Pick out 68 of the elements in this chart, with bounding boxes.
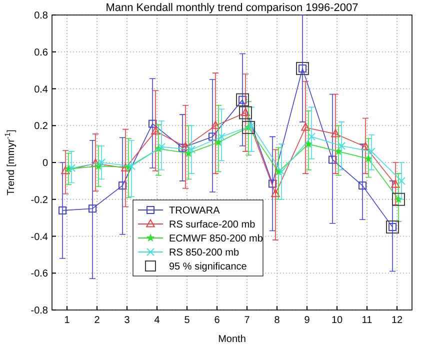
legend-label: RS surface-200 mb — [169, 220, 256, 230]
y-tick-label: -0.6 — [30, 268, 48, 280]
x-tick-label: 6 — [214, 315, 220, 326]
point — [218, 132, 226, 141]
point — [181, 142, 190, 150]
point — [391, 180, 400, 188]
point — [128, 162, 136, 170]
point — [98, 158, 106, 166]
x-axis-title: Month — [218, 334, 246, 345]
x-tick-label: 12 — [391, 315, 403, 326]
point — [188, 146, 196, 154]
point — [368, 147, 376, 156]
point — [121, 163, 130, 172]
point — [398, 176, 406, 185]
point — [68, 164, 76, 172]
point — [328, 156, 336, 164]
point — [392, 192, 405, 206]
point — [239, 106, 252, 120]
x-tick-label: 8 — [274, 315, 280, 326]
y-tick-label: 0.2 — [34, 121, 48, 132]
x-tick-label: 3 — [124, 315, 130, 326]
point — [242, 120, 255, 134]
point — [308, 132, 316, 141]
y-tick-label: 0.6 — [34, 47, 48, 58]
point — [358, 182, 366, 190]
point — [88, 204, 96, 213]
point — [338, 142, 346, 150]
point — [364, 154, 372, 162]
point — [334, 147, 342, 155]
y-tick-label: -0.4 — [30, 232, 48, 243]
legend-label: RS 850-200 mb — [169, 248, 240, 258]
point — [301, 122, 310, 131]
point — [61, 166, 70, 174]
point — [214, 138, 222, 146]
point — [296, 62, 309, 75]
x-tick-label: 7 — [244, 315, 250, 326]
point — [178, 144, 186, 152]
y-tick-label: 0.8 — [34, 10, 48, 22]
x-tick-label: 10 — [331, 315, 343, 326]
x-tick-label: 11 — [362, 315, 373, 326]
legend-label: 95 % significance — [169, 262, 248, 272]
y-tick-label: 0.4 — [34, 84, 48, 96]
point — [151, 126, 160, 134]
x-tick-label: 1 — [64, 315, 70, 326]
point — [304, 140, 312, 148]
point — [386, 220, 399, 234]
x-tick-label: 5 — [184, 315, 190, 326]
point — [361, 142, 370, 150]
point — [268, 180, 276, 188]
point — [118, 182, 126, 190]
point — [58, 206, 66, 214]
x-tick-label: 4 — [154, 315, 160, 326]
point — [158, 142, 166, 151]
legend-label: TROWARA — [169, 206, 220, 216]
x-tick-label: 9 — [304, 315, 310, 326]
point — [208, 132, 216, 141]
point — [148, 120, 156, 128]
point — [211, 120, 220, 129]
legend-label: ECMWF 850-200 mb — [169, 234, 264, 244]
chart-title: Mann Kendall monthly trend comparison 1996-2007 — [106, 2, 358, 14]
point — [271, 189, 280, 198]
x-tick-label: 2 — [94, 315, 100, 326]
point — [278, 168, 286, 176]
point — [331, 129, 340, 138]
y-tick-label: -0.2 — [30, 194, 48, 206]
y-tick-label: 0 — [42, 158, 48, 169]
y-tick-label: -0.8 — [30, 306, 48, 316]
point — [236, 93, 249, 106]
